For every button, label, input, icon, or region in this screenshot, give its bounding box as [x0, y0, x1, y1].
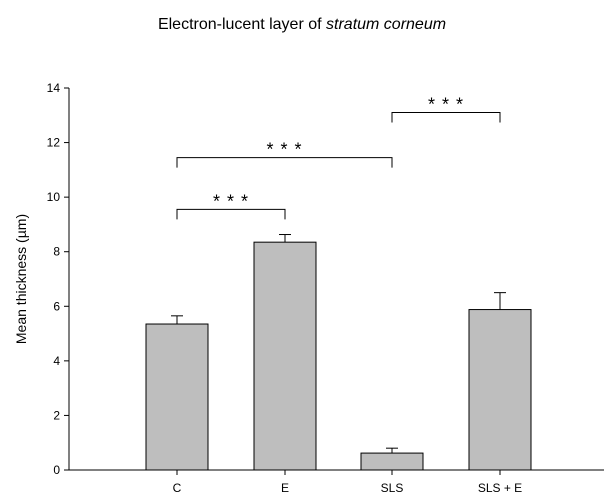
- bars: [145, 241, 532, 471]
- y-axis-title: Mean thickness (µm): [13, 214, 29, 344]
- bar-e: [253, 241, 317, 471]
- y-tick-label: 0: [53, 463, 60, 477]
- significance-label: * * *: [266, 140, 302, 160]
- y-tick-label: 14: [47, 81, 61, 95]
- y-tick-label: 10: [47, 190, 61, 204]
- y-tick-label: 8: [53, 245, 60, 259]
- x-category-label: SLS + E: [478, 481, 522, 495]
- chart-title-emphasis: stratum corneum: [326, 16, 447, 33]
- category-labels: C E SLS SLS + E: [173, 470, 522, 495]
- y-ticks: 0 2 4 6 8 10 12 14: [47, 81, 69, 477]
- significance-label: * * *: [213, 191, 249, 211]
- bar-sls: [360, 452, 424, 471]
- bar-sls-e: [468, 309, 532, 471]
- chart-title: Electron-lucent layer of stratum corneum: [0, 16, 604, 34]
- y-tick-label: 2: [53, 408, 60, 422]
- y-tick-label: 4: [53, 354, 60, 368]
- y-tick-label: 12: [47, 136, 61, 150]
- significance-bracket: [391, 112, 501, 123]
- x-category-label: C: [173, 481, 182, 495]
- bar-c: [145, 323, 209, 471]
- x-category-label: E: [281, 481, 289, 495]
- significance-bracket: [176, 208, 286, 220]
- significance-brackets: * * * * * * * * *: [176, 95, 501, 220]
- significance-label: * * *: [428, 95, 464, 115]
- significance-bracket: [176, 157, 393, 168]
- error-bars: [171, 234, 506, 454]
- chart-title-prefix: Electron-lucent layer of: [157, 16, 327, 33]
- x-category-label: SLS: [381, 481, 404, 495]
- y-tick-label: 6: [53, 299, 60, 313]
